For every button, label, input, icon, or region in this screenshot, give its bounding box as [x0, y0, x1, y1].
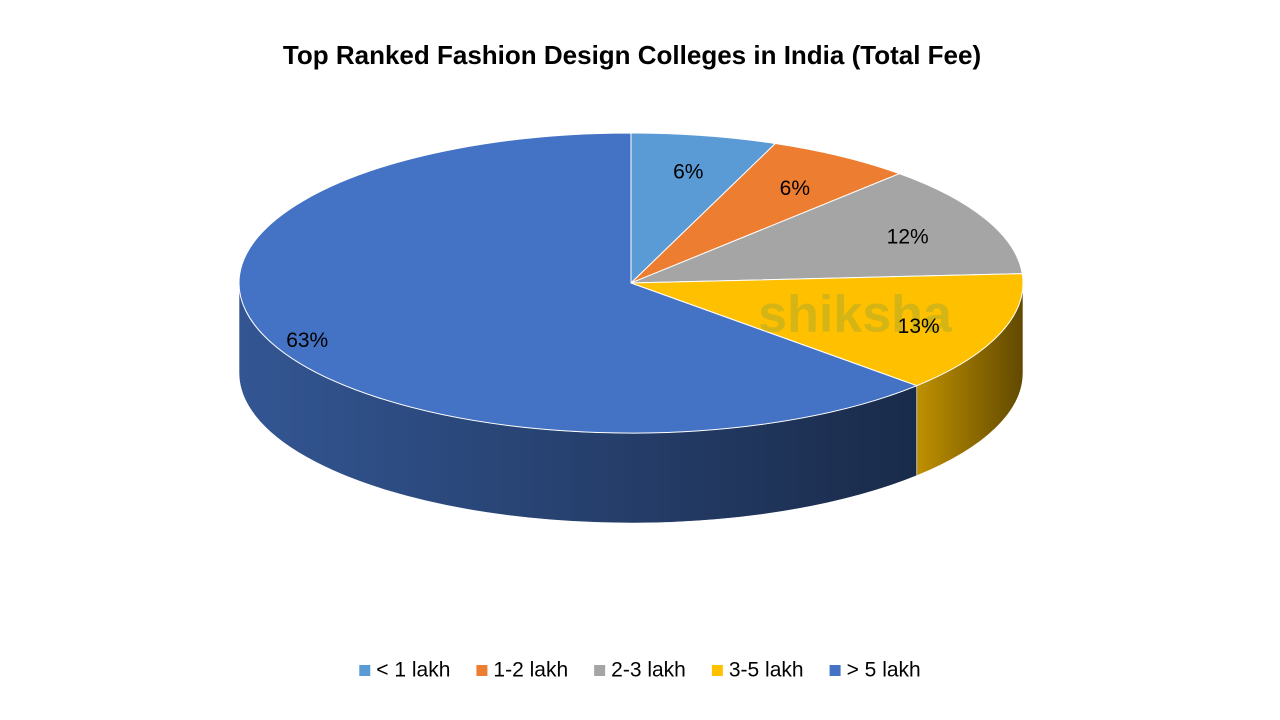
legend-label: > 5 lakh [847, 659, 921, 682]
slice [630, 273, 1024, 387]
data-label: 6% [673, 161, 703, 184]
chart-title: Top Ranked Fashion Design Colleges in In… [283, 40, 981, 70]
legend-swatch [476, 665, 488, 676]
data-label: 63% [286, 329, 328, 352]
legend-label: 3-5 lakh [729, 659, 804, 682]
slice [630, 173, 1023, 284]
legend-label: 1-2 lakh [493, 659, 568, 682]
legend-swatch [594, 665, 606, 676]
slice [238, 132, 919, 434]
legend-swatch [711, 665, 723, 676]
watermark: shiksha [758, 286, 953, 344]
legend-swatch [829, 665, 841, 676]
legend-label: 2-3 lakh [611, 659, 686, 682]
legend-swatch [359, 665, 371, 676]
slice [630, 143, 901, 284]
data-label: 6% [780, 177, 810, 200]
slice [630, 132, 777, 285]
data-label: 12% [887, 226, 929, 249]
data-label: 13% [898, 315, 940, 338]
legend-label: < 1 lakh [376, 659, 450, 682]
